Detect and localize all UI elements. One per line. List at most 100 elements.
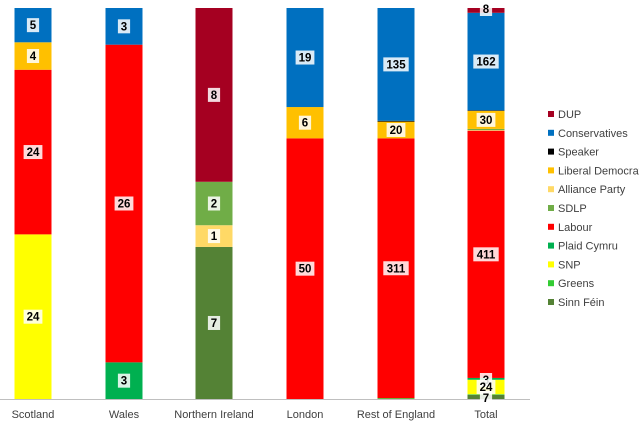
data-label-value-rest-of-england-liberal-democrats: 20 xyxy=(390,125,403,137)
legend-item-plaid-cymru: Plaid Cymru xyxy=(548,241,618,253)
legend-label-snp: SNP xyxy=(558,259,581,271)
data-label-box-total-snp xyxy=(476,379,496,394)
bars-layer xyxy=(14,8,505,399)
data-label-box-northern-ireland-alliance-party xyxy=(207,229,221,244)
data-label-box-wales-labour xyxy=(114,196,134,211)
data-label-value-london-labour: 50 xyxy=(299,264,312,276)
data-label-value-wales-labour: 26 xyxy=(118,199,131,211)
data-label-value-total-liberal-democrats: 30 xyxy=(480,115,493,127)
data-label-box-rest-of-england-labour xyxy=(383,261,409,276)
legend-swatch-plaid-cymru xyxy=(548,242,554,249)
legend-label-dup: DUP xyxy=(558,109,581,121)
legend-item-alliance-party: Alliance Party xyxy=(548,184,626,196)
data-label-box-rest-of-england-liberal-democrats xyxy=(386,122,406,137)
data-label-value-rest-of-england-conservatives: 135 xyxy=(386,59,406,71)
data-label-scotland-snp: 24 xyxy=(23,309,43,324)
bar-segment-total-speaker xyxy=(467,110,505,111)
data-label-wales-conservatives: 3 xyxy=(117,19,131,34)
data-label-total-conservatives: 162 xyxy=(473,54,499,69)
data-label-box-scotland-labour xyxy=(23,145,43,160)
x-tick-label-northern-ireland: Northern Ireland xyxy=(174,409,254,421)
data-label-value-rest-of-england-labour: 311 xyxy=(387,263,406,275)
legend-label-plaid-cymru: Plaid Cymru xyxy=(558,241,618,253)
data-label-northern-ireland-dup: 8 xyxy=(207,87,221,102)
data-label-box-scotland-liberal-democrats xyxy=(26,49,40,64)
data-label-london-liberal-democrats: 6 xyxy=(298,115,312,130)
data-label-scotland-liberal-democrats: 4 xyxy=(26,49,40,64)
data-label-rest-of-england-liberal-democrats: 20 xyxy=(386,122,406,137)
bar-segment-rest-of-england-speaker xyxy=(377,120,415,122)
data-label-value-total-sinn-fein: 7 xyxy=(483,393,489,405)
data-label-box-northern-ireland-sdlp xyxy=(207,196,221,211)
data-label-value-northern-ireland-sdlp: 2 xyxy=(211,199,217,211)
data-label-box-total-conservatives xyxy=(473,54,499,69)
legend-swatch-dup xyxy=(548,111,554,117)
legend-item-speaker: Speaker xyxy=(548,147,599,159)
legend-label-labour: Labour xyxy=(558,222,593,234)
bar-segment-rest-of-england-greens xyxy=(377,398,415,399)
data-label-value-scotland-conservatives: 5 xyxy=(30,20,37,32)
x-tick-label-london: London xyxy=(287,409,324,421)
data-label-scotland-conservatives: 5 xyxy=(26,18,40,33)
data-label-box-total-labour xyxy=(473,247,499,262)
data-label-northern-ireland-sinn-fein: 7 xyxy=(207,315,221,330)
data-label-wales-plaid-cymru: 3 xyxy=(117,373,131,388)
bar-segment-total-sdlp xyxy=(467,128,505,131)
data-label-box-total-sinn-fein xyxy=(479,391,493,405)
x-tick-label-wales: Wales xyxy=(109,409,140,421)
legend-label-alliance-party: Alliance Party xyxy=(558,184,626,196)
data-label-box-scotland-conservatives xyxy=(26,18,40,33)
legend: DUP Conservatives Speaker Liberal Democrats… xyxy=(548,109,639,309)
data-label-value-london-conservatives: 19 xyxy=(299,53,312,65)
data-label-value-scotland-snp: 24 xyxy=(27,312,40,324)
x-tick-label-total: Total xyxy=(474,409,497,421)
data-label-rest-of-england-conservatives: 135 xyxy=(383,57,409,72)
data-label-value-scotland-labour: 24 xyxy=(27,147,40,159)
data-label-northern-ireland-sdlp: 2 xyxy=(207,196,221,211)
data-label-total-sinn-fein: 7 xyxy=(479,391,493,405)
data-label-box-london-liberal-democrats xyxy=(298,115,312,130)
data-label-london-conservatives: 19 xyxy=(295,50,315,65)
data-label-value-northern-ireland-dup: 8 xyxy=(211,90,218,102)
legend-label-liberal-democrats: Liberal Democrats xyxy=(558,165,639,177)
legend-swatch-snp xyxy=(548,261,554,268)
data-label-london-labour: 50 xyxy=(295,261,315,276)
legend-item-sinn-fein: Sinn Féin xyxy=(548,297,604,309)
legend-label-sinn-fein: Sinn Féin xyxy=(558,297,604,309)
legend-item-conservatives: Conservatives xyxy=(548,128,628,140)
data-label-box-wales-plaid-cymru xyxy=(117,373,131,388)
bar-stack-london xyxy=(286,8,324,399)
data-label-box-total-dup xyxy=(479,2,493,16)
data-label-total-labour: 411 xyxy=(473,247,499,262)
data-label-box-wales-conservatives xyxy=(117,19,131,34)
data-label-value-wales-plaid-cymru: 3 xyxy=(121,376,127,388)
legend-swatch-labour xyxy=(548,223,554,230)
data-label-rest-of-england-labour: 311 xyxy=(383,261,409,276)
data-label-box-scotland-snp xyxy=(23,309,43,324)
data-label-wales-labour: 26 xyxy=(114,196,134,211)
data-label-value-total-conservatives: 162 xyxy=(476,57,495,69)
data-label-value-wales-conservatives: 3 xyxy=(121,21,127,33)
data-label-box-rest-of-england-conservatives xyxy=(383,57,409,72)
x-axis: Scotland Wales Northern Ireland London Rest … xyxy=(0,399,530,421)
data-label-total-dup: 8 xyxy=(479,2,493,16)
data-label-value-london-liberal-democrats: 6 xyxy=(302,118,308,130)
bar-segment-total-alliance-party xyxy=(467,130,505,131)
data-label-value-northern-ireland-sinn-fein: 7 xyxy=(211,318,217,330)
legend-swatch-liberal-democrats xyxy=(548,167,554,174)
data-labels-layer: 5424243263812719650135203118162304113247 xyxy=(23,2,499,405)
data-label-scotland-labour: 24 xyxy=(23,145,43,160)
legend-swatch-sinn-fein xyxy=(548,299,554,305)
data-label-value-total-labour: 411 xyxy=(477,249,496,261)
x-tick-label-rest-of-england: Rest of England xyxy=(357,409,435,421)
legend-label-speaker: Speaker xyxy=(558,147,599,159)
data-label-total-liberal-democrats: 30 xyxy=(476,112,496,127)
legend-swatch-alliance-party xyxy=(548,186,554,193)
data-label-total-snp: 24 xyxy=(476,379,496,394)
data-label-box-northern-ireland-sinn-fein xyxy=(207,315,221,330)
data-label-value-northern-ireland-alliance-party: 1 xyxy=(211,231,218,243)
data-label-northern-ireland-alliance-party: 1 xyxy=(207,229,221,244)
legend-label-conservatives: Conservatives xyxy=(558,128,628,140)
